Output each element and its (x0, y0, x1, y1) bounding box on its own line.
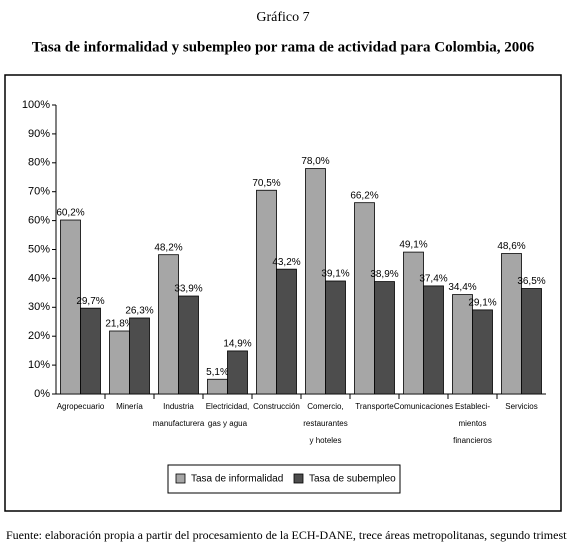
y-tick-label: 10% (28, 359, 50, 371)
x-tick-label: Estableci-mientos financieros (453, 402, 492, 445)
value-label: 29,1% (468, 298, 496, 309)
chart-frame (4, 74, 562, 512)
value-label: 48,2% (154, 242, 182, 253)
value-label: 39,1% (321, 269, 349, 280)
bar (325, 280, 346, 395)
figure-label: Gráfico 7 (256, 10, 309, 25)
bar (305, 168, 326, 395)
bar (178, 295, 199, 395)
x-tick-label: Comunicaciones (394, 402, 453, 411)
value-label: 60,2% (56, 208, 84, 219)
bar (423, 285, 444, 395)
x-tick-label: Transporte (355, 402, 394, 411)
x-tick-label: Minería (116, 402, 143, 411)
value-label: 37,4% (419, 274, 447, 285)
y-tick-label: 70% (28, 186, 50, 198)
bar (256, 189, 277, 395)
value-label: 43,2% (272, 257, 300, 268)
bar (276, 268, 297, 395)
value-label: 36,5% (517, 276, 545, 287)
bar (207, 378, 228, 395)
x-tick-label: Servicios (505, 402, 537, 411)
y-tick-label: 30% (28, 301, 50, 313)
value-label: 70,5% (252, 178, 280, 189)
bar (354, 202, 375, 395)
chart-title: Tasa de informalidad y subempleo por ram… (32, 39, 535, 55)
legend-swatch (175, 473, 186, 484)
value-label: 26,3% (125, 306, 153, 317)
bar (158, 254, 179, 395)
bar (129, 317, 150, 395)
x-tick-label: Construcción (253, 402, 300, 411)
value-label: 5,1% (206, 367, 229, 378)
y-tick-label: 50% (28, 243, 50, 255)
value-label: 38,9% (370, 269, 398, 280)
bar (501, 253, 522, 395)
y-tick-label: 0% (34, 388, 50, 400)
value-label: 66,2% (350, 190, 378, 201)
value-label: 33,9% (174, 284, 202, 295)
legend-label: Tasa de informalidad (191, 474, 283, 485)
bar (109, 330, 130, 395)
source-note: Fuente: elaboración propia a partir del … (6, 528, 567, 542)
value-label: 48,6% (497, 241, 525, 252)
bar (452, 294, 473, 395)
x-tick-label: Agropecuario (57, 402, 105, 411)
y-tick-label: 90% (28, 128, 50, 140)
value-label: 14,9% (223, 339, 251, 350)
y-tick-label: 60% (28, 215, 50, 227)
bar (472, 309, 493, 395)
bar (374, 281, 395, 395)
x-tick-label: Electricidad, gas y agua (206, 402, 250, 428)
bar (60, 219, 81, 395)
value-label: 21,8% (105, 319, 133, 330)
legend-box (167, 464, 401, 494)
bar (80, 307, 101, 395)
value-label: 78,0% (301, 156, 329, 167)
legend-label: Tasa de subempleo (309, 474, 396, 485)
value-label: 49,1% (399, 240, 427, 251)
y-tick-label: 40% (28, 272, 50, 284)
bar (227, 350, 248, 395)
value-label: 29,7% (76, 296, 104, 307)
legend-swatch (293, 473, 304, 484)
value-label: 34,4% (448, 282, 476, 293)
x-tick-label: Comercio, restaurantes y hoteles (303, 402, 347, 445)
bar (521, 288, 542, 395)
y-tick-label: 100% (22, 99, 50, 111)
y-tick-label: 20% (28, 330, 50, 342)
x-tick-label: Industria manufacturera (153, 402, 205, 428)
y-tick-label: 80% (28, 157, 50, 169)
